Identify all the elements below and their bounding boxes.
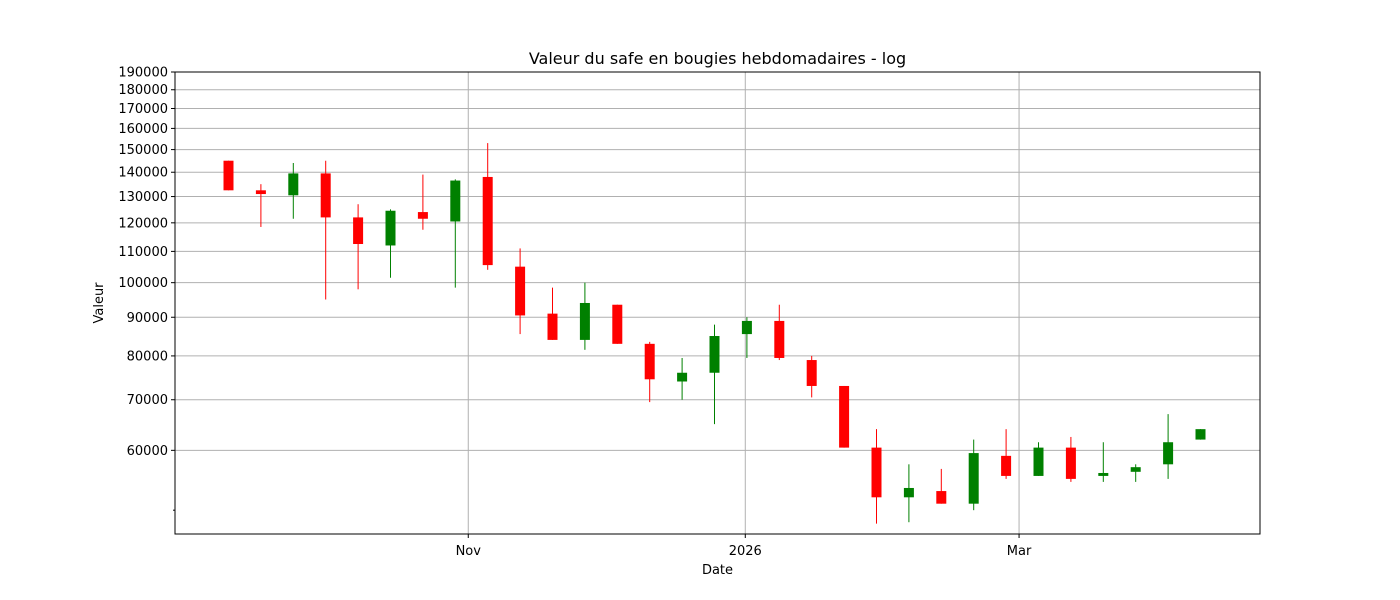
candle-body (806, 360, 817, 386)
candle (1001, 429, 1012, 479)
y-tick-label: 60000 (127, 444, 168, 459)
y-tick-label: 190000 (118, 66, 168, 81)
x-axis: Nov 2026 Mar (456, 534, 1032, 559)
candle (677, 357, 688, 400)
candle (255, 184, 266, 227)
x-axis-label: Date (702, 563, 733, 578)
candle-body (709, 336, 720, 373)
candle-body (968, 453, 979, 504)
candle-body (741, 320, 752, 335)
candle (515, 248, 526, 335)
candle-body (774, 320, 785, 358)
candle-body (450, 180, 461, 222)
y-tick-label: 110000 (118, 245, 168, 260)
candle (1065, 436, 1076, 482)
candle-body (1033, 447, 1044, 476)
candle-body (903, 487, 914, 498)
candle-body (1195, 429, 1206, 440)
y-axis-label: Valeur (92, 282, 107, 324)
candle-body (482, 176, 493, 266)
y-tick-label: 90000 (127, 311, 168, 326)
x-tick-label: Nov (456, 544, 482, 559)
candle-body (1130, 467, 1141, 472)
candle-body (612, 304, 623, 344)
candle (968, 439, 979, 511)
candle (774, 304, 785, 361)
y-tick-label: 160000 (118, 122, 168, 137)
y-tick-label: 100000 (118, 276, 168, 291)
candle (320, 160, 331, 300)
candle (1130, 464, 1141, 482)
x-tick-label: 2026 (729, 544, 762, 559)
candle-body (1163, 442, 1174, 465)
candle (741, 317, 752, 358)
y-tick-label: 180000 (118, 83, 168, 98)
candle (353, 204, 364, 290)
candle-body (417, 212, 428, 219)
candle (839, 385, 850, 448)
candle-body (353, 217, 364, 245)
candle-body (515, 266, 526, 316)
y-axis: 60000 70000 80000 90000 100000 110000 120000 13… (118, 66, 175, 511)
candle-body (223, 160, 234, 191)
candle-layer (223, 143, 1206, 524)
candle-body (1065, 447, 1076, 479)
candle (579, 282, 590, 350)
candle (547, 287, 558, 340)
candle-body (385, 210, 396, 246)
candle (417, 174, 428, 230)
candle (450, 179, 461, 288)
candle-body (320, 173, 331, 218)
candle-body (871, 447, 882, 498)
candle-body (1001, 455, 1012, 476)
y-tick-label: 70000 (127, 393, 168, 408)
candle (288, 162, 299, 219)
plot-frame (174, 71, 1261, 535)
candle-body (936, 491, 947, 504)
candle (1033, 442, 1044, 476)
chart-title: Valeur du safe en bougies hebdomadaires … (529, 49, 906, 68)
y-tick-label: 140000 (118, 166, 168, 181)
candle-body (677, 372, 688, 382)
y-tick-label: 80000 (127, 349, 168, 364)
candle (385, 209, 396, 278)
candle (482, 143, 493, 270)
candle-body (255, 190, 266, 195)
candle-body (644, 343, 655, 380)
candle (709, 324, 720, 425)
candle (806, 355, 817, 398)
candle-body (579, 302, 590, 340)
candle-body (1098, 472, 1109, 476)
candle (612, 304, 623, 344)
candle (644, 341, 655, 403)
y-tick-label: 150000 (118, 143, 168, 158)
y-tick-label: 130000 (118, 190, 168, 205)
candle (871, 429, 882, 524)
candle-body (547, 313, 558, 340)
y-tick-label: 170000 (118, 102, 168, 117)
candle (1163, 414, 1174, 479)
candle-body (839, 385, 850, 448)
candle (223, 160, 234, 191)
candle-body (288, 173, 299, 196)
candle (903, 464, 914, 523)
y-tick-label: 120000 (118, 216, 168, 231)
x-tick-label: Mar (1007, 544, 1032, 559)
candle (1098, 442, 1109, 482)
candle (1195, 429, 1206, 440)
candle (936, 468, 947, 504)
